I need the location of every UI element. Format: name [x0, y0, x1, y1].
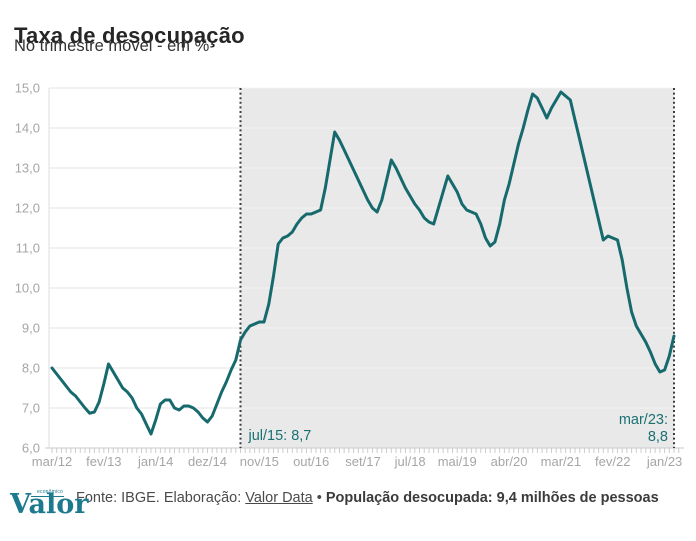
valor-logo: econômico Valor — [10, 487, 88, 519]
valor-data-link[interactable]: Valor Data — [245, 490, 313, 506]
x-tick-label: set/17 — [345, 454, 380, 469]
chart-canvas: 15,014,013,012,011,010,09,08,07,06,0mar/… — [15, 81, 684, 469]
x-tick-label: mai/19 — [438, 454, 477, 469]
x-tick-label: dez/14 — [188, 454, 227, 469]
x-tick-label: fev/13 — [86, 454, 121, 469]
y-tick-label: 13,0 — [15, 161, 40, 176]
valor-logo-wordmark: Valor — [10, 489, 89, 520]
page-title: Taxa de desocupação — [14, 22, 245, 48]
y-tick-label: 11,0 — [16, 241, 40, 256]
y-tick-label: 10,0 — [15, 281, 40, 296]
y-tick-label: 8,0 — [22, 361, 40, 376]
annotation-end-label: mar/23: — [619, 412, 668, 428]
highlight-region — [240, 88, 674, 448]
source-text: Fonte: IBGE. Elaboração: — [76, 490, 246, 506]
x-tick-label: nov/15 — [240, 454, 279, 469]
x-tick-label: abr/20 — [491, 454, 528, 469]
y-tick-label: 6,0 — [22, 441, 40, 456]
x-tick-label: fev/22 — [595, 454, 630, 469]
source-line: Fonte: IBGE. Elaboração: Valor Data • Po… — [76, 487, 659, 511]
y-tick-label: 7,0 — [22, 401, 40, 416]
x-tick-label: jan/23 — [646, 454, 682, 469]
unemployment-line-chart: 15,0 14,0 13,0 12,0 11,0 10,0 9,0 8,0 7,0 6,0 mar/… — [0, 68, 696, 480]
x-tick-label: jan/14 — [137, 454, 173, 469]
bullet-separator: • — [312, 490, 326, 506]
y-tick-label: 9,0 — [22, 321, 40, 336]
x-tick-label: out/16 — [293, 454, 329, 469]
annotation-end-value: 8,8 — [648, 429, 668, 445]
y-tick-label: 12,0 — [15, 201, 40, 216]
valor-logo-small-text: econômico — [31, 489, 64, 497]
x-tick-label: jul/18 — [394, 454, 426, 469]
y-tick-label: 15,0 — [15, 81, 40, 96]
chart-subtitle: No trimestre móvel - em % — [14, 37, 210, 55]
x-tick-label: mar/12 — [32, 454, 72, 469]
population-highlight: População desocupada: 9,4 milhões de pes… — [325, 490, 659, 506]
footer: econômico Valor Fonte: IBGE. Elaboração:… — [10, 487, 690, 519]
annotation-start-value: jul/15: 8,7 — [247, 428, 311, 444]
unemployment-rate-line — [50, 90, 676, 436]
y-tick-label: 14,0 — [15, 121, 40, 136]
x-tick-label: mar/21 — [541, 454, 581, 469]
